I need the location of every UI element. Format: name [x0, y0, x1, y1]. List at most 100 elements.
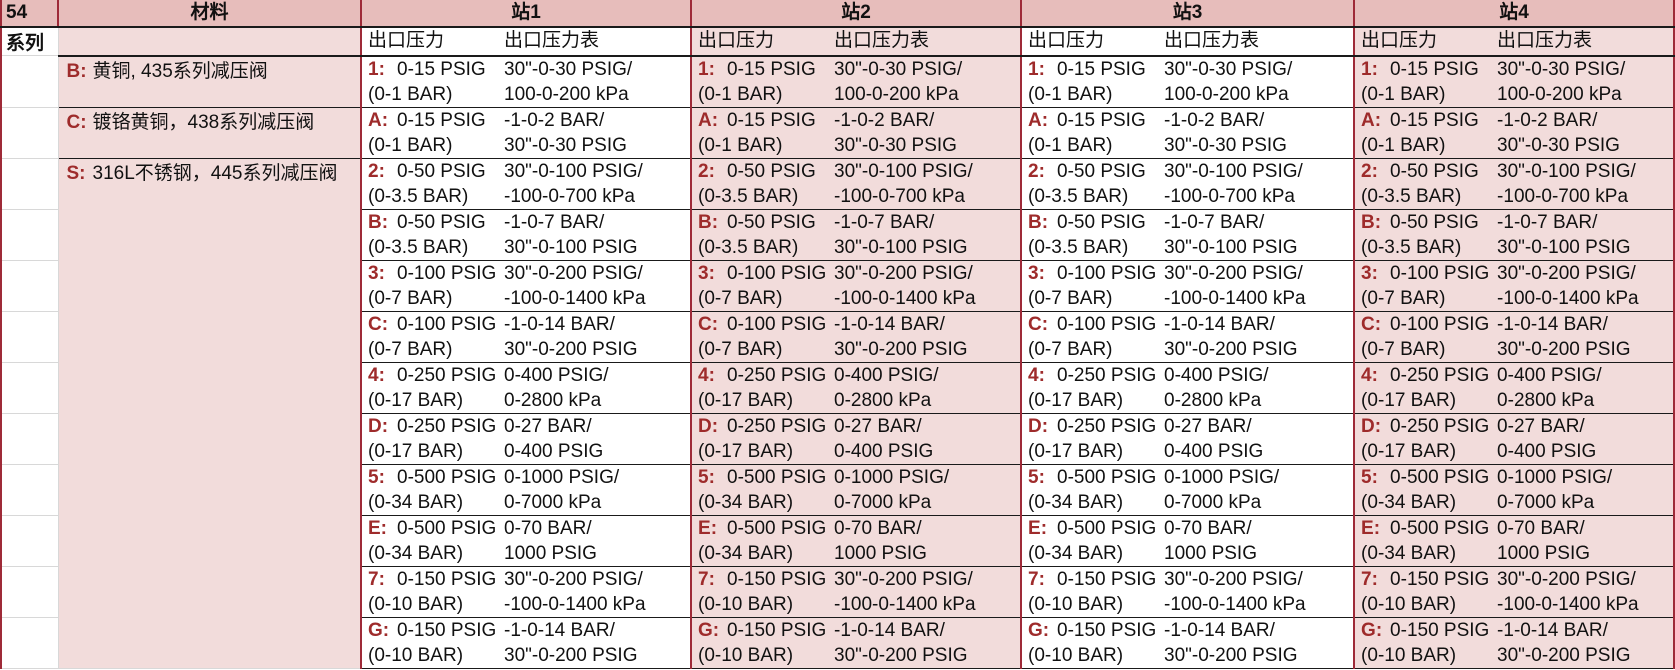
gauge-range-cell[interactable]: 30"-0-100 PSIG/ -100-0-700 kPa: [498, 158, 692, 210]
pressure-range-cell[interactable]: D: 0-250 PSIG (0-17 BAR): [690, 413, 829, 465]
row-index-cell[interactable]: [0, 260, 58, 312]
outlet-pressure-subheader-4[interactable]: 出口压力: [1353, 27, 1492, 57]
series-label-cell[interactable]: 系列: [0, 27, 58, 56]
pressure-range-cell[interactable]: 2: 0-50 PSIG (0-3.5 BAR): [690, 158, 829, 210]
pressure-range-cell[interactable]: C: 0-100 PSIG (0-7 BAR): [1020, 311, 1159, 363]
pressure-range-cell[interactable]: 4: 0-250 PSIG (0-17 BAR): [690, 362, 829, 414]
gauge-range-cell[interactable]: 30"-0-200 PSIG/ -100-0-1400 kPa: [1158, 260, 1355, 312]
gauge-range-cell[interactable]: -1-0-7 BAR/30"-0-100 PSIG: [1158, 209, 1355, 261]
outlet-pressure-subheader-3[interactable]: 出口压力: [1020, 27, 1159, 57]
pressure-range-cell[interactable]: B: 0-50 PSIG (0-3.5 BAR): [1353, 209, 1492, 261]
gauge-range-cell[interactable]: 0-70 BAR/1000 PSIG: [498, 515, 692, 567]
pressure-range-cell[interactable]: 5: 0-500 PSIG (0-34 BAR): [360, 464, 498, 516]
pressure-range-cell[interactable]: B: 0-50 PSIG (0-3.5 BAR): [360, 209, 498, 261]
row-index-cell[interactable]: [0, 209, 58, 261]
gauge-range-cell[interactable]: 0-400 PSIG/0-2800 kPa: [1491, 362, 1675, 414]
outlet-gauge-subheader-1[interactable]: 出口压力表: [498, 27, 692, 57]
row-index-cell[interactable]: [0, 362, 58, 414]
row-index-cell[interactable]: [0, 55, 58, 108]
station-header-1[interactable]: 站1: [359, 0, 692, 28]
pressure-range-cell[interactable]: C: 0-100 PSIG (0-7 BAR): [690, 311, 829, 363]
gauge-range-cell[interactable]: -1-0-14 BAR/30"-0-200 PSIG: [1491, 617, 1675, 669]
pressure-range-cell[interactable]: 2: 0-50 PSIG (0-3.5 BAR): [360, 158, 498, 210]
pressure-range-cell[interactable]: E: 0-500 PSIG (0-34 BAR): [360, 515, 498, 567]
pressure-range-cell[interactable]: D: 0-250 PSIG (0-17 BAR): [360, 413, 498, 465]
pressure-range-cell[interactable]: 1: 0-15 PSIG (0-1 BAR): [1353, 55, 1492, 108]
station-header-3[interactable]: 站3: [1020, 0, 1355, 28]
gauge-range-cell[interactable]: 0-1000 PSIG/0-7000 kPa: [1158, 464, 1355, 516]
row-index-cell[interactable]: [0, 107, 58, 159]
gauge-range-cell[interactable]: -1-0-7 BAR/30"-0-100 PSIG: [828, 209, 1022, 261]
pressure-range-cell[interactable]: 1: 0-15 PSIG (0-1 BAR): [1020, 55, 1159, 108]
gauge-range-cell[interactable]: 30"-0-30 PSIG/100-0-200 kPa: [1491, 55, 1675, 108]
pressure-range-cell[interactable]: D: 0-250 PSIG (0-17 BAR): [1353, 413, 1492, 465]
outlet-pressure-subheader-2[interactable]: 出口压力: [690, 27, 829, 57]
gauge-range-cell[interactable]: -1-0-14 BAR/30"-0-200 PSIG: [1158, 311, 1355, 363]
gauge-range-cell[interactable]: 30"-0-100 PSIG/ -100-0-700 kPa: [828, 158, 1022, 210]
gauge-range-cell[interactable]: 0-1000 PSIG/0-7000 kPa: [1491, 464, 1675, 516]
gauge-range-cell[interactable]: -1-0-14 BAR/30"-0-200 PSIG: [828, 617, 1022, 669]
pressure-range-cell[interactable]: 5: 0-500 PSIG (0-34 BAR): [1020, 464, 1159, 516]
gauge-range-cell[interactable]: 0-27 BAR/0-400 PSIG: [498, 413, 692, 465]
pressure-range-cell[interactable]: C: 0-100 PSIG (0-7 BAR): [1353, 311, 1492, 363]
pressure-range-cell[interactable]: 5: 0-500 PSIG (0-34 BAR): [690, 464, 829, 516]
pressure-range-cell[interactable]: E: 0-500 PSIG (0-34 BAR): [1020, 515, 1159, 567]
gauge-range-cell[interactable]: 30"-0-200 PSIG/ -100-0-1400 kPa: [1491, 260, 1675, 312]
station-header-4[interactable]: 站4: [1353, 0, 1675, 28]
pressure-range-cell[interactable]: C: 0-100 PSIG (0-7 BAR): [360, 311, 498, 363]
pressure-range-cell[interactable]: 7: 0-150 PSIG (0-10 BAR): [360, 566, 498, 618]
gauge-range-cell[interactable]: 0-1000 PSIG/0-7000 kPa: [828, 464, 1022, 516]
gauge-range-cell[interactable]: 0-27 BAR/0-400 PSIG: [828, 413, 1022, 465]
pressure-range-cell[interactable]: B: 0-50 PSIG (0-3.5 BAR): [690, 209, 829, 261]
pressure-range-cell[interactable]: D: 0-250 PSIG (0-17 BAR): [1020, 413, 1159, 465]
gauge-range-cell[interactable]: 30"-0-200 PSIG/ -100-0-1400 kPa: [1491, 566, 1675, 618]
pressure-range-cell[interactable]: 1: 0-15 PSIG (0-1 BAR): [690, 55, 829, 108]
pressure-range-cell[interactable]: 3: 0-100 PSIG (0-7 BAR): [1020, 260, 1159, 312]
pressure-range-cell[interactable]: G: 0-150 PSIG (0-10 BAR): [690, 617, 829, 669]
pressure-range-cell[interactable]: 2: 0-50 PSIG (0-3.5 BAR): [1353, 158, 1492, 210]
row-index-cell[interactable]: [0, 617, 58, 669]
gauge-range-cell[interactable]: 30"-0-200 PSIG/ -100-0-1400 kPa: [828, 260, 1022, 312]
pressure-range-cell[interactable]: 3: 0-100 PSIG (0-7 BAR): [360, 260, 498, 312]
gauge-range-cell[interactable]: 30"-0-30 PSIG/100-0-200 kPa: [828, 55, 1022, 108]
gauge-range-cell[interactable]: -1-0-14 BAR/30"-0-200 PSIG: [1491, 311, 1675, 363]
gauge-range-cell[interactable]: 30"-0-100 PSIG/ -100-0-700 kPa: [1158, 158, 1355, 210]
pressure-range-cell[interactable]: E: 0-500 PSIG (0-34 BAR): [1353, 515, 1492, 567]
gauge-range-cell[interactable]: 30"-0-100 PSIG/ -100-0-700 kPa: [1491, 158, 1675, 210]
gauge-range-cell[interactable]: 0-400 PSIG/0-2800 kPa: [498, 362, 692, 414]
pressure-range-cell[interactable]: G: 0-150 PSIG (0-10 BAR): [360, 617, 498, 669]
pressure-range-cell[interactable]: A: 0-15 PSIG (0-1 BAR): [1353, 107, 1492, 159]
material-cell[interactable]: S: 316L不锈钢，445系列减压阀: [57, 158, 361, 669]
gauge-range-cell[interactable]: 30"-0-30 PSIG/100-0-200 kPa: [498, 55, 692, 108]
gauge-range-cell[interactable]: 0-400 PSIG/0-2800 kPa: [1158, 362, 1355, 414]
pressure-range-cell[interactable]: 2: 0-50 PSIG (0-3.5 BAR): [1020, 158, 1159, 210]
material-header-cell[interactable]: 材料: [57, 0, 361, 28]
gauge-range-cell[interactable]: 0-70 BAR/1000 PSIG: [828, 515, 1022, 567]
material-cell[interactable]: B: 黄铜, 435系列减压阀: [57, 55, 361, 108]
pressure-range-cell[interactable]: A: 0-15 PSIG (0-1 BAR): [1020, 107, 1159, 159]
corner-header-cell[interactable]: 54: [0, 0, 58, 28]
gauge-range-cell[interactable]: -1-0-7 BAR/30"-0-100 PSIG: [1491, 209, 1675, 261]
gauge-range-cell[interactable]: 0-70 BAR/1000 PSIG: [1491, 515, 1675, 567]
pressure-range-cell[interactable]: A: 0-15 PSIG (0-1 BAR): [360, 107, 498, 159]
gauge-range-cell[interactable]: 30"-0-200 PSIG/ -100-0-1400 kPa: [828, 566, 1022, 618]
gauge-range-cell[interactable]: -1-0-7 BAR/30"-0-100 PSIG: [498, 209, 692, 261]
pressure-range-cell[interactable]: 1: 0-15 PSIG (0-1 BAR): [360, 55, 498, 108]
row-index-cell[interactable]: [0, 413, 58, 465]
pressure-range-cell[interactable]: A: 0-15 PSIG (0-1 BAR): [690, 107, 829, 159]
pressure-range-cell[interactable]: 7: 0-150 PSIG (0-10 BAR): [1353, 566, 1492, 618]
pressure-range-cell[interactable]: 3: 0-100 PSIG (0-7 BAR): [690, 260, 829, 312]
gauge-range-cell[interactable]: -1-0-14 BAR/30"-0-200 PSIG: [498, 311, 692, 363]
outlet-pressure-subheader-1[interactable]: 出口压力: [360, 27, 498, 57]
pressure-range-cell[interactable]: G: 0-150 PSIG (0-10 BAR): [1020, 617, 1159, 669]
gauge-range-cell[interactable]: -1-0-2 BAR/30"-0-30 PSIG: [1491, 107, 1675, 159]
gauge-range-cell[interactable]: -1-0-14 BAR/30"-0-200 PSIG: [1158, 617, 1355, 669]
gauge-range-cell[interactable]: 30"-0-30 PSIG/100-0-200 kPa: [1158, 55, 1355, 108]
row-index-cell[interactable]: [0, 311, 58, 363]
gauge-range-cell[interactable]: -1-0-2 BAR/30"-0-30 PSIG: [828, 107, 1022, 159]
pressure-range-cell[interactable]: 7: 0-150 PSIG (0-10 BAR): [1020, 566, 1159, 618]
row-index-cell[interactable]: [0, 566, 58, 618]
pressure-range-cell[interactable]: 5: 0-500 PSIG (0-34 BAR): [1353, 464, 1492, 516]
gauge-range-cell[interactable]: -1-0-14 BAR/30"-0-200 PSIG: [498, 617, 692, 669]
gauge-range-cell[interactable]: 30"-0-200 PSIG/ -100-0-1400 kPa: [498, 260, 692, 312]
